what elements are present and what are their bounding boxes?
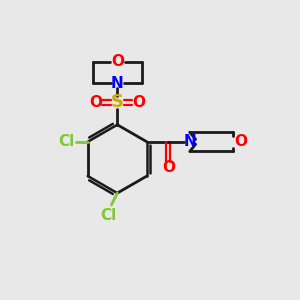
Text: N: N	[111, 76, 124, 91]
Text: O: O	[89, 95, 102, 110]
Text: O: O	[162, 160, 175, 175]
Text: Cl: Cl	[100, 208, 116, 223]
Text: Cl: Cl	[58, 134, 74, 149]
Text: N: N	[183, 134, 196, 149]
Text: S: S	[111, 93, 124, 111]
Text: O: O	[234, 134, 247, 149]
Text: O: O	[111, 54, 124, 69]
Text: O: O	[132, 95, 145, 110]
